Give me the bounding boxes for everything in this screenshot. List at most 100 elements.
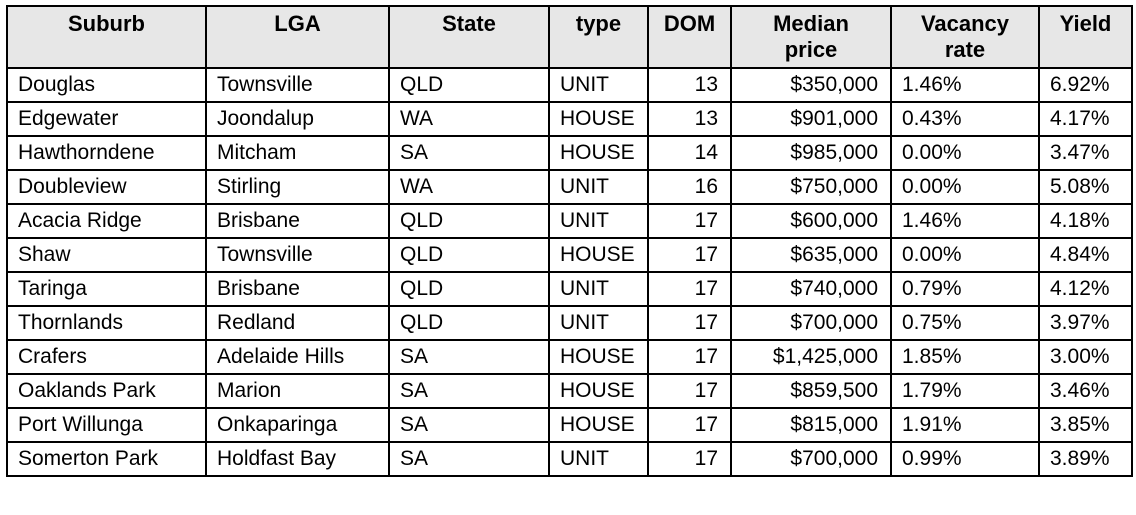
cell-vacancy_rate: 0.79% — [890, 271, 1040, 307]
cell-suburb: Port Willunga — [6, 407, 207, 443]
cell-vacancy_rate: 0.00% — [890, 237, 1040, 273]
cell-median_price: $901,000 — [730, 101, 892, 137]
cell-yield: 3.47% — [1038, 135, 1133, 171]
cell-lga: Brisbane — [205, 203, 390, 239]
column-header-median_price: Median price — [730, 5, 892, 69]
column-header-vacancy_rate: Vacancy rate — [890, 5, 1040, 69]
cell-median_price: $635,000 — [730, 237, 892, 273]
cell-dom: 14 — [647, 135, 732, 171]
suburb-property-table: Suburb LGA State type DOM Median price Vacancy… — [6, 5, 1133, 477]
cell-lga: Townsville — [205, 237, 390, 273]
cell-state: WA — [388, 169, 550, 205]
cell-vacancy_rate: 1.79% — [890, 373, 1040, 409]
cell-type: HOUSE — [548, 135, 649, 171]
cell-yield: 4.12% — [1038, 271, 1133, 307]
cell-suburb: Crafers — [6, 339, 207, 375]
column-header-state: State — [388, 5, 550, 69]
header-row: Suburb LGA State type DOM Median price Vacancy… — [6, 5, 1133, 69]
cell-suburb: Thornlands — [6, 305, 207, 341]
table-body: Douglas Townsville QLD UNIT 13 $350,000 1.46% 6… — [6, 67, 1133, 477]
table-row: Shaw Townsville QLD HOUSE 17 $635,000 0.00% 4.8… — [6, 237, 1133, 273]
cell-state: QLD — [388, 305, 550, 341]
column-header-suburb: Suburb — [6, 5, 207, 69]
cell-lga: Onkaparinga — [205, 407, 390, 443]
column-header-yield: Yield — [1038, 5, 1133, 69]
cell-type: HOUSE — [548, 407, 649, 443]
cell-vacancy_rate: 1.91% — [890, 407, 1040, 443]
cell-yield: 4.17% — [1038, 101, 1133, 137]
cell-dom: 17 — [647, 237, 732, 273]
cell-dom: 16 — [647, 169, 732, 205]
cell-vacancy_rate: 1.85% — [890, 339, 1040, 375]
cell-lga: Stirling — [205, 169, 390, 205]
cell-vacancy_rate: 0.00% — [890, 135, 1040, 171]
cell-suburb: Doubleview — [6, 169, 207, 205]
cell-vacancy_rate: 1.46% — [890, 67, 1040, 103]
cell-suburb: Shaw — [6, 237, 207, 273]
cell-state: QLD — [388, 67, 550, 103]
cell-suburb: Douglas — [6, 67, 207, 103]
table-row: Crafers Adelaide Hills SA HOUSE 17 $1,425,000… — [6, 339, 1133, 375]
cell-dom: 17 — [647, 271, 732, 307]
cell-vacancy_rate: 1.46% — [890, 203, 1040, 239]
cell-lga: Joondalup — [205, 101, 390, 137]
cell-median_price: $740,000 — [730, 271, 892, 307]
table-row: Acacia Ridge Brisbane QLD UNIT 17 $600,000 1.4… — [6, 203, 1133, 239]
cell-vacancy_rate: 0.00% — [890, 169, 1040, 205]
cell-state: SA — [388, 373, 550, 409]
table-row: Douglas Townsville QLD UNIT 13 $350,000 1.46% 6… — [6, 67, 1133, 103]
column-header-type: type — [548, 5, 649, 69]
cell-suburb: Acacia Ridge — [6, 203, 207, 239]
cell-type: HOUSE — [548, 373, 649, 409]
cell-median_price: $600,000 — [730, 203, 892, 239]
cell-type: UNIT — [548, 441, 649, 477]
cell-type: HOUSE — [548, 339, 649, 375]
cell-lga: Marion — [205, 373, 390, 409]
cell-lga: Brisbane — [205, 271, 390, 307]
cell-state: QLD — [388, 237, 550, 273]
cell-type: UNIT — [548, 305, 649, 341]
cell-suburb: Edgewater — [6, 101, 207, 137]
cell-dom: 13 — [647, 67, 732, 103]
cell-suburb: Taringa — [6, 271, 207, 307]
cell-yield: 6.92% — [1038, 67, 1133, 103]
cell-dom: 17 — [647, 373, 732, 409]
cell-suburb: Hawthorndene — [6, 135, 207, 171]
cell-yield: 4.84% — [1038, 237, 1133, 273]
column-header-lga: LGA — [205, 5, 390, 69]
table-row: Taringa Brisbane QLD UNIT 17 $740,000 0.79% 4.1… — [6, 271, 1133, 307]
cell-median_price: $350,000 — [730, 67, 892, 103]
cell-state: SA — [388, 135, 550, 171]
cell-median_price: $1,425,000 — [730, 339, 892, 375]
cell-state: SA — [388, 339, 550, 375]
table-row: Oaklands Park Marion SA HOUSE 17 $859,500 1.79… — [6, 373, 1133, 409]
cell-median_price: $700,000 — [730, 441, 892, 477]
cell-yield: 3.46% — [1038, 373, 1133, 409]
cell-type: UNIT — [548, 271, 649, 307]
cell-type: HOUSE — [548, 101, 649, 137]
cell-median_price: $859,500 — [730, 373, 892, 409]
table-row: Somerton Park Holdfast Bay SA UNIT 17 $700,00… — [6, 441, 1133, 477]
cell-dom: 17 — [647, 407, 732, 443]
cell-lga: Townsville — [205, 67, 390, 103]
cell-lga: Holdfast Bay — [205, 441, 390, 477]
cell-median_price: $985,000 — [730, 135, 892, 171]
cell-median_price: $815,000 — [730, 407, 892, 443]
table-row: Doubleview Stirling WA UNIT 16 $750,000 0.00% 5… — [6, 169, 1133, 205]
cell-median_price: $750,000 — [730, 169, 892, 205]
cell-yield: 3.00% — [1038, 339, 1133, 375]
cell-yield: 5.08% — [1038, 169, 1133, 205]
cell-dom: 13 — [647, 101, 732, 137]
cell-yield: 4.18% — [1038, 203, 1133, 239]
cell-vacancy_rate: 0.43% — [890, 101, 1040, 137]
cell-dom: 17 — [647, 339, 732, 375]
cell-state: WA — [388, 101, 550, 137]
cell-dom: 17 — [647, 305, 732, 341]
cell-vacancy_rate: 0.99% — [890, 441, 1040, 477]
cell-state: QLD — [388, 271, 550, 307]
table-row: Edgewater Joondalup WA HOUSE 13 $901,000 0.43%… — [6, 101, 1133, 137]
cell-lga: Adelaide Hills — [205, 339, 390, 375]
cell-type: UNIT — [548, 203, 649, 239]
cell-yield: 3.85% — [1038, 407, 1133, 443]
table-row: Hawthorndene Mitcham SA HOUSE 14 $985,000 0.00… — [6, 135, 1133, 171]
